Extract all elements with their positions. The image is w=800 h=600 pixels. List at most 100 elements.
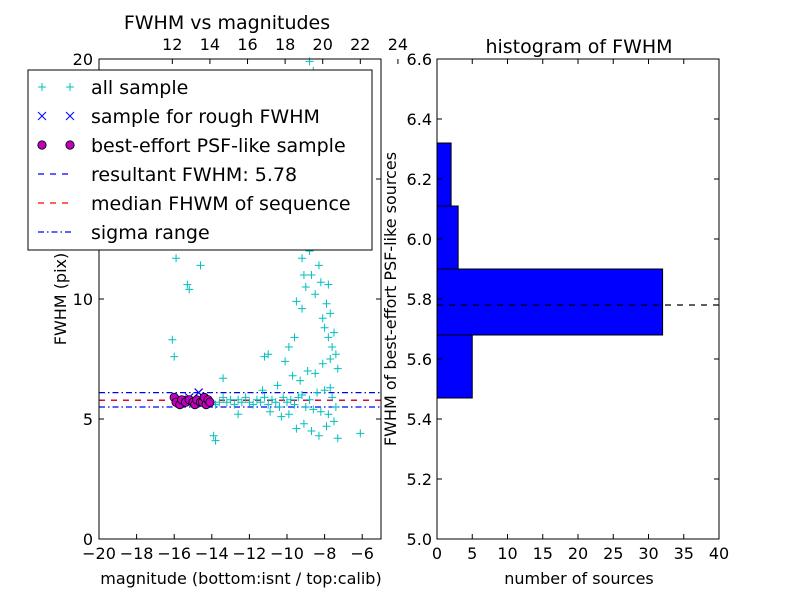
scatter-xtick-label: −16 (157, 544, 191, 563)
scatter-top-tick-label: 20 (313, 35, 333, 54)
legend-label: median FHWM of sequence (91, 193, 351, 215)
histogram-ytick-label: 5.8 (407, 290, 432, 309)
legend-item: sigma range (38, 222, 210, 244)
all-sample-point (277, 412, 286, 421)
legend-item: median FHWM of sequence (38, 193, 351, 215)
scatter-ytick-label: 10 (73, 290, 93, 309)
all-sample-point (288, 371, 297, 380)
all-sample-point (311, 369, 320, 378)
histogram-ytick-label: 5.0 (407, 530, 432, 549)
all-sample-point (356, 429, 365, 438)
all-sample-point (299, 271, 308, 279)
all-sample-point (301, 283, 310, 291)
legend-marker-plus (38, 83, 46, 91)
all-sample-point (320, 323, 329, 332)
histogram-bar (436, 334, 473, 399)
legend-marker-circle (65, 140, 75, 150)
scatter-xtick-label: −12 (233, 544, 267, 563)
all-sample-point (333, 364, 342, 373)
legend-label: sigma range (91, 222, 210, 244)
histogram-ytick-label: 6.4 (407, 110, 432, 129)
histogram-ytick-label: 5.4 (407, 410, 432, 429)
histogram-bar (436, 142, 452, 207)
histogram-ylabel: FWHM of best-effort PSF-like sources (381, 152, 400, 446)
all-sample-point (215, 398, 224, 407)
all-sample-point (211, 436, 220, 445)
all-sample-point (324, 280, 333, 289)
all-sample-point (309, 405, 318, 414)
all-sample-point (328, 343, 337, 351)
legend-box (27, 69, 373, 251)
scatter-plot: FWHM vs magnitudes 12 14 16 18 20 22 24 −20 −18… (51, 12, 408, 588)
all-sample-point (331, 350, 340, 359)
legend-marker-circle (37, 140, 47, 150)
legend-marker-x (37, 111, 47, 121)
all-sample-point (230, 400, 239, 409)
all-sample-point (284, 343, 293, 351)
all-sample-point (330, 328, 338, 337)
scatter-ytick-label: 0 (83, 530, 93, 549)
scatter-ytick-label: 20 (73, 50, 93, 69)
all-sample-point (298, 391, 307, 399)
all-sample-point (219, 393, 228, 402)
all-sample-point (333, 434, 342, 443)
all-sample-point (328, 393, 337, 402)
all-sample-point (322, 299, 331, 308)
all-sample-point (318, 359, 327, 368)
legend-label: sample for rough FWHM (91, 106, 320, 128)
legend-marker-plus (66, 83, 74, 91)
histogram-xtick-label: 30 (638, 544, 658, 563)
all-sample-point (290, 333, 299, 342)
histogram-bar (436, 268, 664, 336)
all-sample-point (324, 333, 333, 342)
all-sample-point (196, 261, 205, 270)
all-sample-point (290, 400, 299, 409)
all-sample-point (271, 398, 280, 407)
all-sample-point (168, 335, 177, 344)
histogram-xtick-label: 15 (533, 544, 553, 563)
histogram-data (436, 142, 719, 399)
legend-item: resultant FWHM: 5.78 (38, 164, 297, 186)
all-sample-point (326, 309, 335, 318)
histogram-title: histogram of FWHM (485, 36, 672, 58)
all-sample-point (326, 355, 335, 363)
all-sample-point (299, 419, 308, 428)
all-sample-point (313, 388, 322, 397)
all-sample-point (241, 393, 250, 402)
all-sample-point (322, 422, 331, 431)
scatter-xtick-label: −14 (195, 544, 229, 563)
histogram-xtick-label: 40 (709, 544, 729, 563)
scatter-ytick-label: 5 (83, 410, 93, 429)
all-sample-point (170, 352, 179, 361)
histogram-xtick-label: 25 (603, 544, 623, 563)
legend-item: sample for rough FWHM (37, 106, 320, 128)
histogram-ytick-label: 5.6 (407, 350, 432, 369)
scatter-top-tick-label: 12 (162, 35, 182, 54)
legend-marker-x (65, 111, 75, 121)
all-sample-point (219, 374, 228, 383)
all-sample-point (286, 395, 295, 404)
scatter-xlabel: magnitude (bottom:isnt / top:calib) (100, 569, 381, 588)
histogram-xtick-label: 5 (467, 544, 477, 563)
all-sample-point (316, 407, 325, 416)
all-sample-point (298, 254, 307, 263)
all-sample-point (324, 410, 333, 419)
histogram-xtick-label: 35 (674, 544, 694, 563)
all-sample-point (292, 297, 301, 306)
scatter-xtick-label: −18 (120, 544, 154, 563)
all-sample-point (209, 431, 218, 440)
legend: all sample sample for rough FWHM best-effo… (27, 69, 373, 251)
legend-items: all sample sample for rough FWHM best-effo… (37, 77, 351, 244)
all-sample-point (183, 280, 192, 289)
all-sample-point (326, 383, 335, 392)
histogram-plot: histogram of FWHM 0 5 10 15 20 25 30 35 40 5.0 5.2… (381, 36, 729, 588)
scatter-top-tick-label: 22 (350, 35, 370, 54)
scatter-ylabel: FWHM (pix) (51, 253, 70, 346)
all-sample-point (303, 367, 312, 375)
histogram-axis-ticks: 0 5 10 15 20 25 30 35 40 5.0 5.2 5.4 5.6 5.8 6.0 6.2 6.4… (407, 50, 730, 563)
all-sample-point (264, 400, 273, 409)
legend-item: best-effort PSF-like sample (37, 135, 346, 157)
all-sample-point (275, 403, 284, 411)
all-sample-point (307, 271, 316, 279)
scatter-title: FWHM vs magnitudes (124, 12, 330, 34)
